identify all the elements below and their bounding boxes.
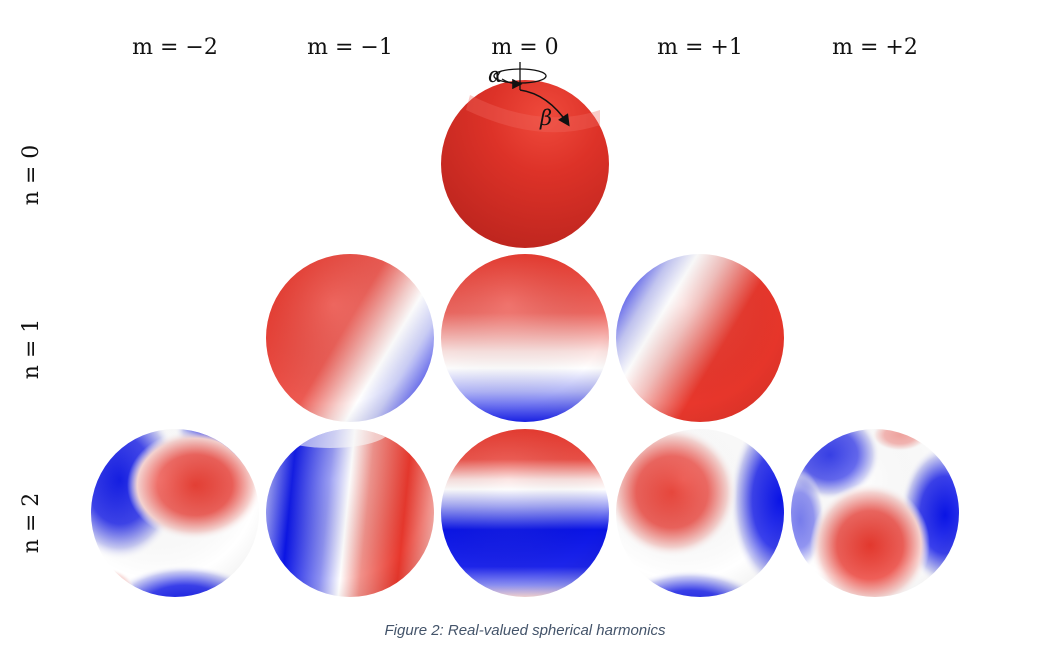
sphere-n2-m-plus-2 <box>791 429 959 597</box>
row-label-n-1: n = 1 <box>19 319 44 380</box>
column-label-m-minus-2: m = −2 <box>132 35 218 60</box>
column-label-m-0: m = 0 <box>491 35 558 60</box>
sphere-n1-m-minus-1 <box>266 254 434 422</box>
sphere-n2-m0 <box>441 429 609 597</box>
figure-caption: Figure 2: Real-valued spherical harmonic… <box>384 622 666 639</box>
beta-label: β <box>539 106 552 130</box>
sphere-n0-m0 <box>441 80 609 248</box>
sphere-n2-m-minus-1 <box>266 429 434 597</box>
row-label-n-2: n = 2 <box>19 493 44 554</box>
rotation-axis-indicator <box>493 62 570 127</box>
row-label-n-0: n = 0 <box>19 145 44 206</box>
column-label-m-plus-2: m = +2 <box>832 35 918 60</box>
sphere-n1-m0 <box>441 254 609 422</box>
column-label-m-plus-1: m = +1 <box>657 35 743 60</box>
column-label-m-minus-1: m = −1 <box>307 35 393 60</box>
alpha-label: α <box>488 63 502 87</box>
sphere-n1-m-plus-1 <box>616 254 784 422</box>
sphere-n2-m-minus-2 <box>91 429 259 597</box>
